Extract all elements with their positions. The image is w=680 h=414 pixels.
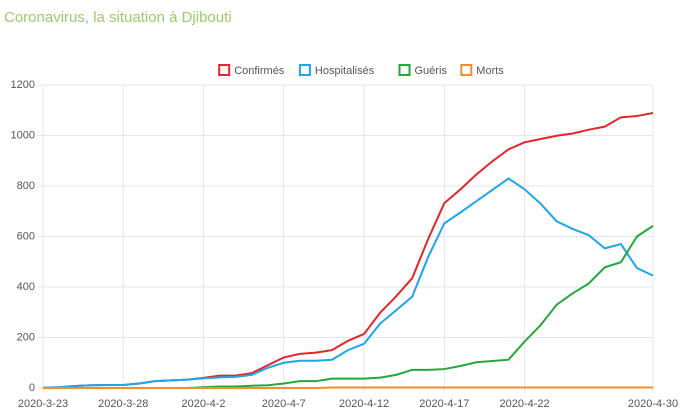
x-tick-label: 2020-4-2	[182, 398, 226, 410]
legend-swatch	[398, 64, 411, 76]
legend-label: Confirmés	[234, 65, 285, 77]
x-tick-label: 2020-4-12	[339, 398, 389, 410]
legend-swatch	[298, 64, 311, 76]
legend-swatch	[460, 64, 473, 76]
x-tick-label: 2020-4-22	[500, 398, 550, 410]
x-tick-label: 2020-3-23	[18, 398, 68, 410]
y-tick-label: 1000	[11, 129, 35, 141]
series-line	[43, 386, 653, 389]
legend-swatch	[218, 64, 231, 76]
chart-title: Coronavirus, la situation à Djibouti	[4, 9, 232, 26]
legend-label: Hospitalisés	[315, 65, 375, 77]
y-tick-label: 400	[17, 281, 35, 293]
x-tick-label: 2020-4-30	[628, 398, 678, 410]
legend-label: Morts	[476, 65, 504, 77]
series-line	[42, 177, 654, 389]
series-line	[43, 225, 654, 389]
y-tick-label: 800	[17, 180, 35, 192]
x-tick-label: 2020-4-17	[419, 398, 469, 410]
x-tick-label: 2020-4-7	[262, 398, 306, 410]
x-tick-label: 2020-3-28	[98, 398, 148, 410]
legend-label: Guéris	[415, 65, 448, 77]
y-tick-label: 600	[17, 230, 35, 242]
series-line	[42, 112, 654, 389]
y-tick-label: 0	[29, 382, 35, 394]
y-tick-label: 1200	[11, 79, 35, 91]
y-tick-label: 200	[17, 331, 35, 343]
